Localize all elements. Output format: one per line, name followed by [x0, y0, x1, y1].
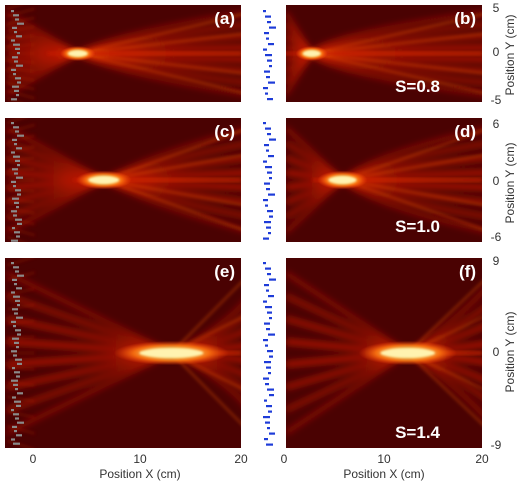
focal-spot	[88, 176, 120, 184]
scale-label-b: S=0.8	[395, 77, 440, 96]
y-tick-f-top: 9	[493, 254, 500, 268]
field-map-d	[286, 118, 482, 242]
x-tick-right-10: 10	[377, 452, 391, 466]
metasurface-right-b	[263, 10, 276, 101]
panel-label-c: (c)	[214, 122, 235, 141]
metasurface-left-a	[11, 10, 24, 101]
panel-label-a: (a)	[214, 9, 235, 28]
y-axis-title-bot: Position Y (cm)	[503, 312, 517, 393]
focal-spot	[380, 348, 436, 358]
y-tick-b-top: 5	[493, 1, 500, 15]
field-map-e	[5, 258, 241, 448]
focal-spot	[67, 50, 88, 57]
metasurface-left-e	[11, 262, 24, 445]
field-map-c	[5, 118, 241, 242]
metasurface-left-c	[11, 122, 24, 242]
x-axis-title-left: Position X (cm)	[99, 467, 180, 481]
panel-label-e: (e)	[214, 262, 235, 281]
interference-stripes	[6, 258, 36, 448]
focal-spot	[328, 176, 357, 184]
metasurface-right-d	[263, 122, 276, 240]
panel-e: (e)	[5, 258, 241, 448]
panel-d: (d) S=1.0	[286, 118, 482, 242]
field-map-b	[286, 5, 482, 102]
y-tick-d-bot: -6	[491, 230, 502, 244]
panel-label-b: (b)	[454, 9, 476, 28]
y-axis-title-top: Position Y (cm)	[503, 15, 517, 96]
y-tick-d-mid: 0	[493, 174, 500, 188]
panel-label-d: (d)	[454, 122, 476, 141]
panel-f: (f) S=1.4	[286, 258, 482, 448]
y-tick-b-bot: -5	[491, 93, 502, 107]
field-map-a	[5, 5, 241, 102]
scale-label-d: S=1.0	[395, 217, 440, 236]
axial-streak	[47, 51, 241, 56]
x-tick-right-0: 0	[281, 452, 288, 466]
x-tick-left-10: 10	[133, 452, 147, 466]
panel-c: (c)	[5, 118, 241, 242]
x-axis-title-right: Position X (cm)	[343, 467, 424, 481]
axial-streak	[286, 51, 482, 56]
x-tick-left-0: 0	[30, 452, 37, 466]
axial-streak	[73, 178, 241, 182]
y-tick-f-mid: 0	[493, 345, 500, 359]
x-tick-right-20: 20	[475, 452, 489, 466]
metasurface-profiles	[11, 10, 276, 446]
panel-b: (b) S=0.8	[286, 5, 482, 102]
scale-label-f: S=1.4	[395, 423, 440, 442]
x-tick-left-20: 20	[234, 452, 248, 466]
y-tick-b-mid: 0	[493, 45, 500, 59]
y-tick-d-top: 6	[493, 117, 500, 131]
panels-layer: (a) (b) S=0.8 (c) (d) S=1.0 (e) (f) S=1.4	[5, 5, 482, 448]
panel-label-f: (f)	[459, 262, 476, 281]
y-axis-title-mid: Position Y (cm)	[503, 143, 517, 224]
metasurface-right-f	[263, 262, 276, 446]
focal-spot	[302, 50, 321, 57]
y-tick-f-bot: -9	[491, 438, 502, 452]
field-map-f	[286, 258, 482, 448]
focal-spot	[139, 348, 204, 358]
axial-streak	[312, 178, 482, 182]
panel-a: (a)	[5, 5, 241, 102]
